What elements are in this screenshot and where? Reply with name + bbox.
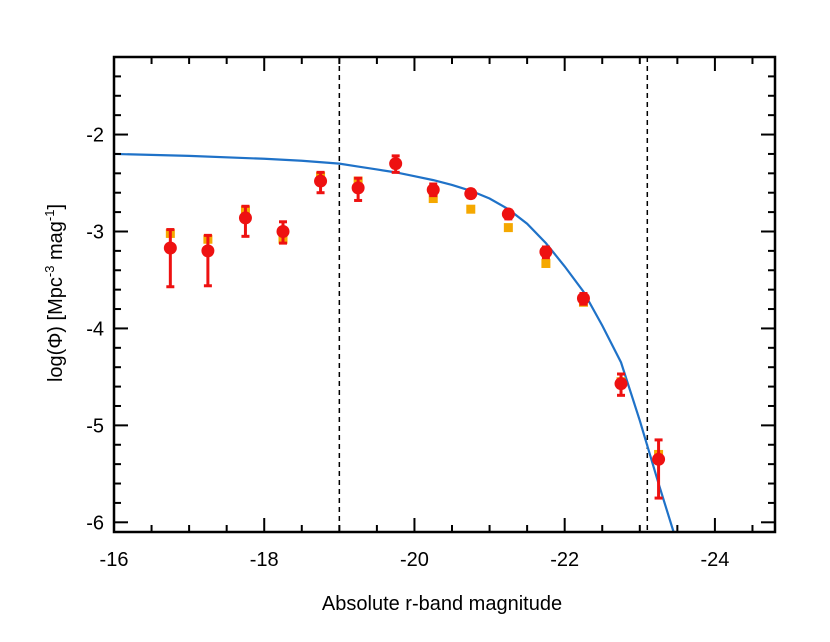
y-axis-title-middle: mag [45,221,67,265]
y-tick-label-1: -5 [86,415,104,437]
x-tick-label-3: -22 [550,549,579,571]
circle-point-3 [276,224,290,238]
square-point-7 [428,194,438,204]
plot-frame [112,55,777,534]
x-axis-title: Absolute r-band magnitude [322,593,562,615]
y-axis-title: log(Φ) [Mpc-3 mag-1] [42,204,67,382]
axes [112,55,777,534]
circle-point-12 [614,377,628,391]
y-tick-label-3: -3 [86,221,104,243]
y-tick-label-0: -6 [86,512,104,534]
y-axis-title-exp1: -3 [42,266,57,278]
y-tick-label-4: -2 [86,125,104,147]
y-axis-title-prefix: log(Φ) [Mpc [45,277,67,382]
circle-point-2 [238,211,252,225]
circle-point-5 [351,181,365,195]
y-tick-label-2: -4 [86,318,104,340]
model-curve-group [114,152,675,532]
x-tick-label-4: -24 [700,549,729,571]
circle-series [163,157,666,466]
circle-point-11 [576,291,590,305]
circle-point-13 [652,452,666,466]
square-point-8 [466,204,476,214]
error-bars [166,154,663,500]
y-axis-title-exp2: -1 [42,210,57,222]
square-series [165,159,664,459]
circle-point-6 [389,157,403,171]
circle-point-7 [426,183,440,197]
circle-point-9 [501,207,515,221]
x-tick-label-1: -18 [250,549,279,571]
circle-point-1 [201,244,215,258]
x-tick-label-0: -16 [100,549,129,571]
x-tick-label-2: -20 [400,549,429,571]
dashed-lines [338,57,649,532]
square-point-9 [503,223,513,233]
tick-labels: -16 -18 -20 -22 -24 -6 -5 -4 -3 -2 [86,125,729,571]
circle-point-4 [314,174,328,188]
square-point-10 [541,258,551,268]
circle-point-10 [539,245,553,259]
y-axis-title-suffix: ] [45,204,67,210]
model-curve [114,152,675,532]
circle-point-0 [163,241,177,255]
circle-point-8 [464,187,478,201]
